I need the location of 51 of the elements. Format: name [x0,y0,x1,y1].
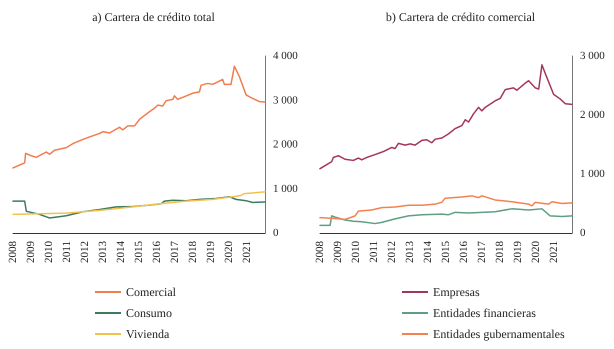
legend-label: Vivienda [126,327,170,341]
x-tick-label: 2019 [205,240,217,263]
y-tick-label: 1 000 [273,182,298,195]
x-tick-label: 2018 [494,240,506,263]
x-tick-label: 2014 [115,240,127,263]
line-series [319,208,573,226]
x-tick-label: 2012 [79,241,91,263]
x-tick-label: 2015 [133,240,145,263]
x-tick-label: 2011 [368,241,380,263]
x-tick-label: 2016 [458,240,470,263]
x-tick-label: 2010 [350,240,362,263]
x-tick-label: 2013 [97,240,109,263]
x-tick-label: 2010 [43,240,55,263]
x-tick-label: 2020 [530,240,542,263]
x-tick-label: 2008 [314,240,326,263]
x-tick-label: 2017 [169,240,181,263]
x-tick-label: 2009 [332,240,344,263]
x-tick-label: 2020 [223,240,235,263]
chart-title: b) Cartera de crédito comercial [386,10,536,24]
legend-label: Consumo [126,306,172,320]
x-tick-label: 2021 [241,241,253,263]
x-tick-label: 2012 [386,241,398,263]
legend-label: Comercial [126,285,177,299]
y-tick-label: 3 000 [580,50,606,62]
line-series [319,195,573,220]
x-tick-label: 2014 [422,240,434,263]
x-tick-label: 2021 [548,241,560,263]
chart-title: a) Cartera de crédito total [92,10,216,24]
x-tick-label: 2008 [7,240,19,263]
line-series [319,64,573,170]
legend-label: Empresas [433,285,480,299]
legend-label: Entidades gubernamentales [433,327,565,341]
x-tick-label: 2019 [512,240,524,263]
line-series [12,65,266,169]
y-tick-label: 2 000 [580,109,606,121]
y-tick-label: 3 000 [273,94,298,106]
x-tick-label: 2017 [476,240,488,263]
x-tick-label: 2015 [440,240,452,263]
x-tick-label: 2018 [187,240,199,263]
y-tick-label: 2 000 [273,138,298,150]
y-tick-label: 0 [273,227,279,239]
y-tick-label: 1 000 [580,168,606,180]
legend-label: Entidades financieras [433,306,536,320]
line-series [12,196,266,219]
x-tick-label: 2013 [404,240,416,263]
x-tick-label: 2011 [61,241,73,263]
x-tick-label: 2016 [151,240,163,263]
line-series [12,191,266,216]
y-tick-label: 0 [580,227,586,239]
x-tick-label: 2009 [25,240,37,263]
y-tick-label: 4 000 [273,50,298,62]
